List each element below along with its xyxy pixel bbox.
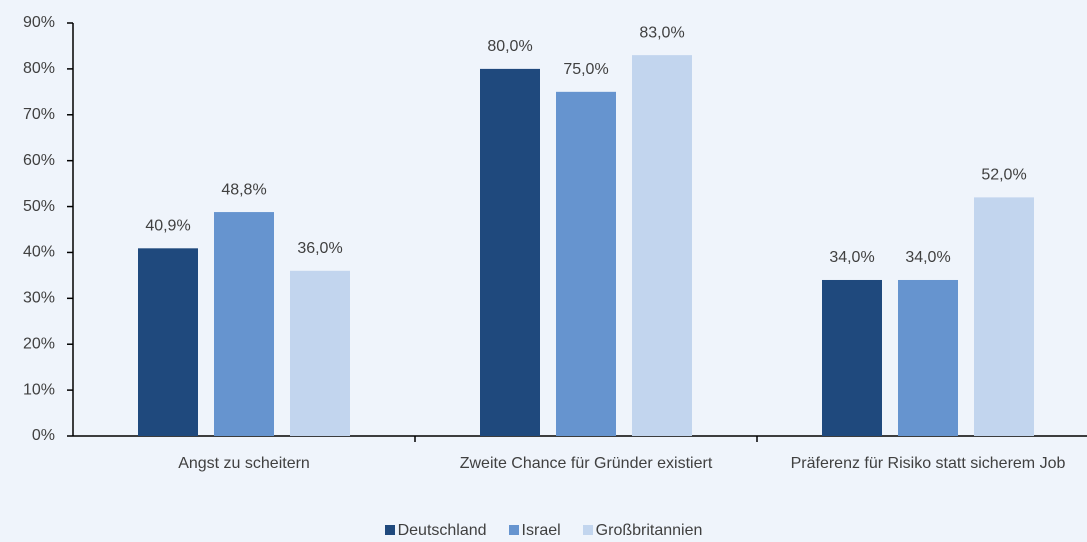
legend-swatch <box>384 525 395 535</box>
legend-item: Deutschland <box>384 522 487 540</box>
x-tick-label: Präferenz für Risiko statt sicherem Job <box>790 455 1066 472</box>
bar <box>632 55 692 436</box>
bar <box>214 212 274 436</box>
legend-swatch <box>508 525 519 535</box>
bar <box>974 197 1034 436</box>
data-label: 80,0% <box>487 38 532 55</box>
bar <box>138 248 198 436</box>
bar <box>556 91 616 436</box>
y-tick-label: 80% <box>23 60 55 77</box>
data-label: 34,0% <box>829 249 874 266</box>
data-label: 48,8% <box>221 181 266 198</box>
legend-label: Israel <box>521 522 561 539</box>
y-tick-label: 10% <box>23 381 55 398</box>
x-tick-label: Angst zu scheitern <box>178 455 310 472</box>
bar <box>822 279 882 436</box>
y-tick-label: 50% <box>23 198 55 215</box>
y-tick-label: 30% <box>23 290 55 307</box>
legend: Deutschland Israel Großbritannien <box>0 522 1087 540</box>
y-tick-label: 90% <box>23 14 55 31</box>
data-label: 75,0% <box>563 61 608 78</box>
x-tick-label: Zweite Chance für Gründer existiert <box>459 455 713 472</box>
legend-label: Deutschland <box>397 522 487 539</box>
data-label: 36,0% <box>297 240 342 257</box>
data-label: 83,0% <box>639 24 684 41</box>
y-tick-label: 0% <box>32 427 55 444</box>
bar <box>898 279 958 436</box>
y-tick-label: 20% <box>23 335 55 352</box>
data-label: 34,0% <box>905 249 950 266</box>
y-tick-label: 70% <box>23 106 55 123</box>
data-label: 52,0% <box>981 167 1026 184</box>
bar <box>290 270 350 436</box>
y-tick-label: 60% <box>23 152 55 169</box>
data-label: 40,9% <box>145 218 190 235</box>
y-tick-label: 40% <box>23 244 55 261</box>
legend-item: Großbritannien <box>582 522 703 540</box>
legend-item: Israel <box>508 522 561 540</box>
legend-swatch <box>582 525 593 535</box>
bar <box>480 68 540 436</box>
legend-label: Großbritannien <box>595 522 703 539</box>
